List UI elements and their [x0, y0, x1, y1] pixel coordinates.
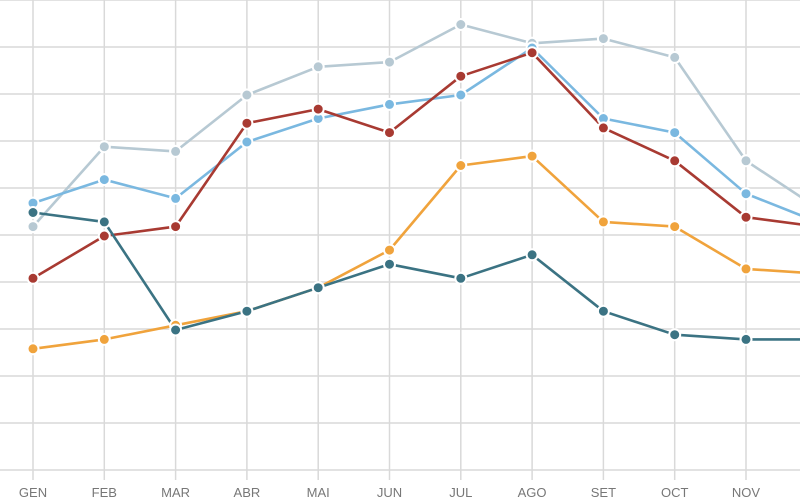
series-1-point-jun — [383, 55, 396, 69]
x-tick-label-set: SET — [591, 485, 616, 500]
series-3-point-feb — [97, 229, 111, 243]
series-3-point-gen — [26, 271, 40, 285]
series-4-point-jun — [383, 243, 396, 257]
series-4-point-jul — [454, 159, 468, 172]
x-tick-label-mai: MAI — [307, 485, 330, 500]
x-tick-label-abr: ABR — [234, 485, 261, 500]
series-3-point-jul — [454, 69, 468, 83]
series-2-point-nov — [739, 187, 753, 201]
series-1-point-feb — [97, 140, 111, 154]
series-2-point-jul — [454, 88, 468, 102]
x-tick-label-gen: GEN — [19, 485, 47, 500]
series-line-4 — [31, 154, 800, 351]
series-2-point-oct — [668, 126, 682, 140]
series-5-point-jul — [454, 271, 468, 285]
series-3-point-jun — [383, 126, 396, 140]
series-2-point-mar — [169, 191, 183, 205]
series-3-point-nov — [739, 210, 753, 224]
series-3-point-mai — [311, 102, 325, 116]
series-4-point-gen — [26, 342, 40, 356]
series-4-point-set — [596, 215, 610, 229]
series-5-point-mai — [311, 281, 325, 295]
series-1-point-mar — [169, 144, 183, 158]
x-tick-label-ago: AGO — [518, 485, 547, 500]
series-line-1 — [31, 23, 800, 228]
series-1-point-nov — [739, 154, 753, 168]
series-lines — [31, 23, 800, 351]
series-points — [26, 18, 753, 356]
x-tick-label-jun: JUN — [377, 485, 402, 500]
series-1-point-abr — [240, 88, 254, 102]
series-5-point-abr — [240, 304, 254, 318]
x-tick-label-oct: OCT — [661, 485, 689, 500]
series-2-point-jun — [383, 97, 396, 111]
series-line-3 — [31, 51, 800, 280]
chart-grid — [0, 0, 800, 480]
series-1-point-gen — [26, 220, 40, 234]
series-3-point-mar — [169, 220, 183, 234]
series-1-point-jul — [454, 18, 468, 31]
series-4-point-feb — [97, 332, 111, 346]
x-tick-label-mar: MAR — [161, 485, 190, 500]
x-tick-label-nov: NOV — [732, 485, 761, 500]
series-2-point-abr — [240, 135, 254, 149]
series-1-point-mai — [311, 60, 325, 74]
x-tick-label-feb: FEB — [92, 485, 117, 500]
series-2-point-feb — [97, 173, 111, 187]
series-5-point-nov — [739, 332, 753, 346]
series-5-point-set — [596, 304, 610, 318]
series-4-point-oct — [668, 220, 682, 234]
series-4-point-nov — [739, 262, 753, 276]
series-line-2 — [31, 46, 800, 217]
series-line-5 — [31, 211, 800, 341]
series-4-point-ago — [525, 149, 539, 163]
series-3-point-abr — [240, 116, 254, 130]
series-1-point-oct — [668, 50, 682, 64]
series-5-point-mar — [169, 323, 183, 337]
series-3-point-oct — [668, 154, 682, 168]
series-5-point-gen — [26, 206, 40, 219]
series-5-point-ago — [525, 248, 539, 262]
series-5-point-oct — [668, 328, 682, 342]
x-tick-label-jul: JUL — [449, 485, 472, 500]
series-3-point-set — [596, 121, 610, 135]
x-axis-tick-labels: GENFEBMARABRMAIJUNJULAGOSETOCTNOVDIC — [19, 485, 761, 500]
series-3-point-ago — [525, 46, 539, 60]
series-1-point-set — [596, 32, 610, 46]
series-5-point-jun — [383, 257, 396, 271]
series-5-point-feb — [97, 215, 111, 229]
